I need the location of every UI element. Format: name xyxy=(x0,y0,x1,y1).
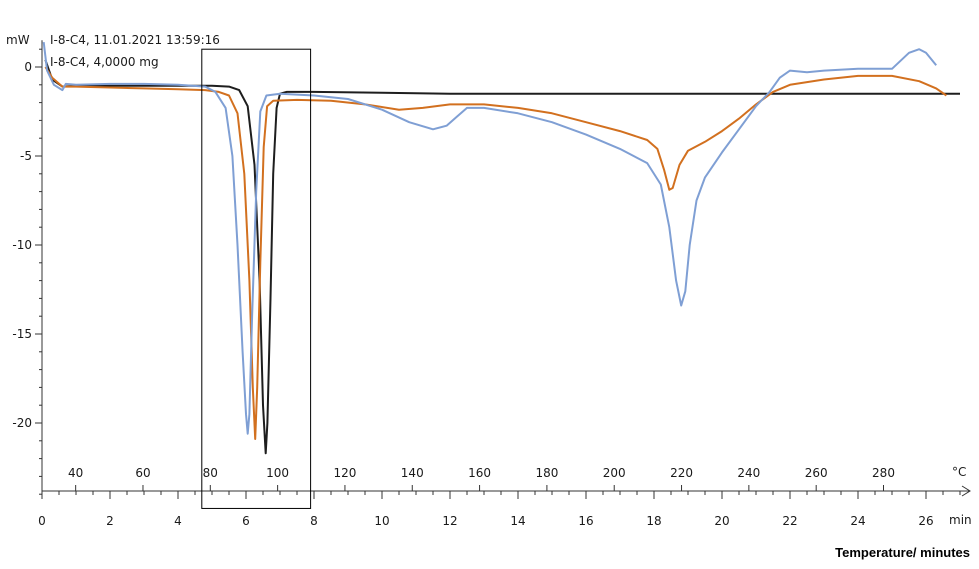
series-line-1 xyxy=(44,59,960,455)
time-tick-label: 18 xyxy=(646,514,661,528)
time-tick-label: 4 xyxy=(174,514,182,528)
y-tick-label: -10 xyxy=(12,238,32,252)
time-tick-label: 8 xyxy=(310,514,318,528)
time-tick-label: 16 xyxy=(578,514,593,528)
time-tick-label: 6 xyxy=(242,514,250,528)
x-axis-title: Temperature/ minutes xyxy=(835,545,970,560)
x-axis-arrow xyxy=(961,485,971,497)
temperature-tick-label: 80 xyxy=(203,466,218,480)
temperature-tick-label: 160 xyxy=(468,466,491,480)
series-line-3 xyxy=(42,41,937,435)
time-tick-label: 14 xyxy=(510,514,525,528)
y-tick-label: -20 xyxy=(12,416,32,430)
sample-header-line-2: I-8-C4, 4,0000 mg xyxy=(50,55,159,69)
temperature-unit-label: °C xyxy=(952,465,966,479)
temperature-tick-label: 240 xyxy=(737,466,760,480)
temperature-tick-label: 200 xyxy=(603,466,626,480)
series-line-2 xyxy=(44,66,947,440)
temperature-tick-label: 40 xyxy=(68,466,83,480)
time-tick-label: 22 xyxy=(782,514,797,528)
time-tick-label: 0 xyxy=(38,514,46,528)
time-tick-label: 20 xyxy=(714,514,729,528)
temperature-tick-label: 100 xyxy=(266,466,289,480)
series-group xyxy=(42,41,960,455)
temperature-tick-label: 120 xyxy=(333,466,356,480)
temperature-tick-label: 220 xyxy=(670,466,693,480)
time-tick-label: 12 xyxy=(442,514,457,528)
time-unit-label: min xyxy=(949,513,972,527)
temperature-tick-label: 60 xyxy=(135,466,150,480)
time-tick-label: 2 xyxy=(106,514,114,528)
sample-header-line-1: I-8-C4, 11.01.2021 13:59:16 xyxy=(50,33,220,47)
time-tick-label: 24 xyxy=(850,514,865,528)
y-tick-label: -5 xyxy=(20,149,32,163)
time-tick-label: 10 xyxy=(374,514,389,528)
temperature-tick-label: 140 xyxy=(401,466,424,480)
temperature-tick-label: 280 xyxy=(872,466,895,480)
y-tick-label: 0 xyxy=(24,60,32,74)
time-tick-label: 26 xyxy=(918,514,933,528)
y-tick-label: -15 xyxy=(12,327,32,341)
temperature-tick-label: 180 xyxy=(535,466,558,480)
temperature-tick-label: 260 xyxy=(805,466,828,480)
highlight-box xyxy=(201,48,312,509)
y-axis-unit-label: mW xyxy=(6,33,30,47)
